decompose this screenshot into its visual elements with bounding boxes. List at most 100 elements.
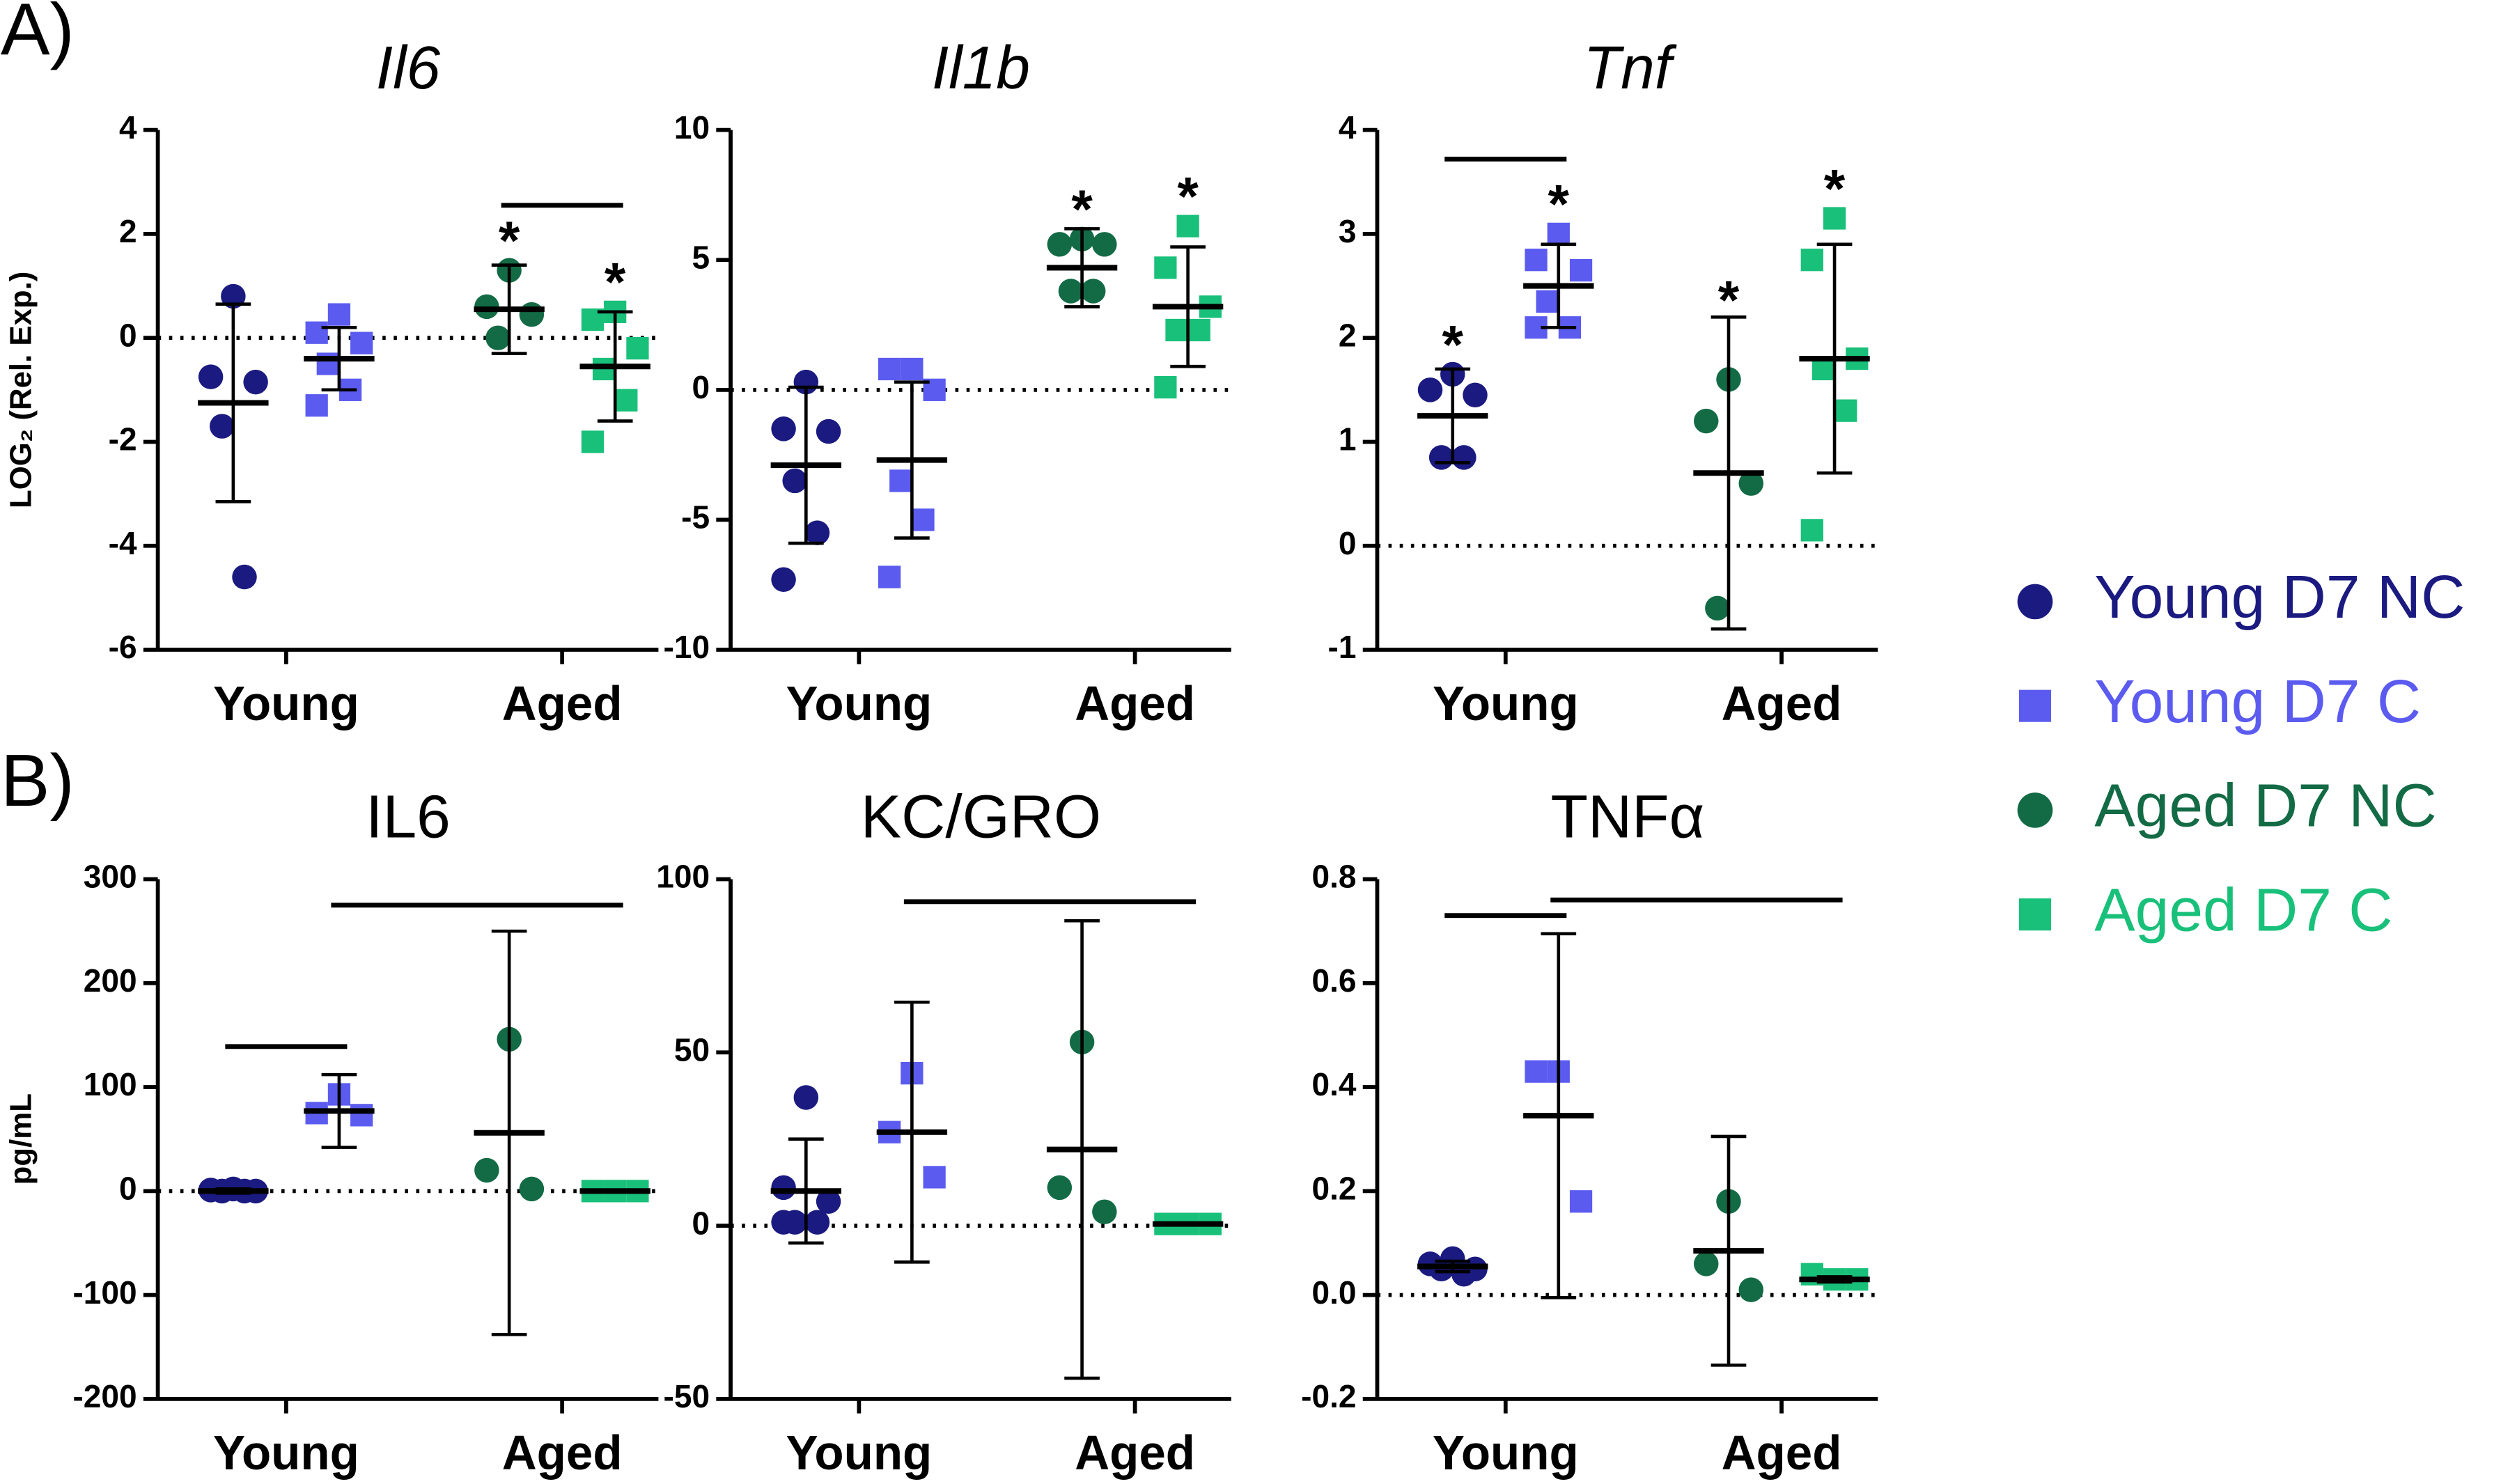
significance-mark: * (1718, 270, 1740, 331)
data-point (771, 416, 796, 442)
y-tick-label: 0 (119, 317, 137, 353)
x-tick-label: Aged (1722, 1426, 1842, 1480)
data-point (793, 1085, 819, 1110)
data-point (1705, 595, 1730, 621)
data-point (1092, 1199, 1117, 1224)
data-point (1694, 1251, 1719, 1276)
significance-mark: * (1177, 166, 1199, 227)
data-point (1823, 207, 1846, 230)
data-point (782, 468, 807, 494)
y-tick-label: 0.8 (1311, 859, 1356, 895)
y-tick-label: -10 (664, 629, 710, 665)
data-point (198, 364, 224, 389)
data-point (816, 419, 841, 444)
y-tick-label: 0 (119, 1171, 137, 1207)
data-point (1738, 1277, 1764, 1302)
y-tick-label: -6 (109, 629, 137, 665)
y-tick-label: 1 (1339, 421, 1357, 458)
data-point (912, 508, 935, 531)
data-point (232, 564, 257, 590)
data-point (1428, 445, 1454, 470)
y-tick-label: -5 (681, 499, 710, 536)
y-tick-label: 4 (1339, 109, 1357, 146)
data-point (816, 1189, 841, 1214)
significance-mark: * (1548, 173, 1570, 235)
y-tick-label: 0.6 (1311, 962, 1356, 999)
y-tick-label: 50 (674, 1031, 710, 1068)
data-point (1176, 214, 1199, 237)
legend-marker (2018, 689, 2052, 722)
data-point (1154, 256, 1177, 279)
data-point (519, 302, 545, 327)
data-point (519, 1176, 545, 1202)
data-point (1738, 471, 1764, 496)
data-point (210, 414, 235, 439)
data-point (1800, 249, 1823, 272)
data-point (889, 469, 912, 492)
data-point (1154, 375, 1177, 399)
data-point (804, 1210, 830, 1235)
y-tick-label: 5 (692, 239, 710, 275)
chart-title: IL6 (366, 783, 451, 851)
significance-mark: * (1824, 157, 1846, 219)
data-point (1536, 290, 1559, 313)
data-point (305, 394, 328, 417)
data-point (1569, 259, 1593, 282)
data-point (771, 1175, 796, 1201)
data-point (1569, 1190, 1593, 1213)
significance-mark: * (605, 251, 626, 313)
data-point (350, 1104, 373, 1127)
data-point (1187, 318, 1210, 342)
chart-title: Il1b (932, 33, 1030, 102)
data-point (474, 1157, 499, 1183)
data-point (1547, 222, 1570, 246)
data-point (350, 331, 373, 354)
y-axis-label: LOG₂ (Rel. Exp.) (4, 272, 38, 508)
data-point (771, 1210, 796, 1235)
x-tick-label: Aged (1722, 676, 1842, 731)
data-point (1525, 249, 1548, 272)
data-point (1058, 279, 1084, 304)
chart-title: Il6 (376, 33, 441, 102)
data-point (1694, 408, 1719, 434)
x-tick-label: Aged (502, 676, 623, 731)
y-tick-label: 100 (84, 1066, 137, 1102)
x-tick-label: Young (1433, 676, 1579, 731)
data-point (1092, 232, 1117, 257)
y-tick-label: 2 (119, 213, 137, 249)
data-point (581, 430, 605, 453)
y-tick-label: -50 (664, 1378, 710, 1414)
y-tick-label: 0.2 (1311, 1171, 1356, 1207)
y-tick-label: 0 (692, 1205, 710, 1241)
data-point (1451, 445, 1476, 470)
y-tick-label: -100 (72, 1274, 137, 1311)
legend-label: Young D7 NC (2094, 563, 2465, 631)
data-point (305, 321, 328, 344)
x-tick-label: Young (213, 676, 359, 731)
data-point (615, 389, 638, 412)
y-tick-label: 300 (84, 859, 137, 895)
data-point (243, 369, 268, 395)
y-axis-label: pg/mL (4, 1093, 38, 1185)
data-point (1080, 279, 1106, 304)
data-point (901, 357, 924, 381)
y-tick-label: 0.0 (1311, 1274, 1356, 1311)
y-tick-label: 100 (656, 859, 710, 895)
x-tick-label: Young (786, 676, 932, 731)
significance-mark: * (1442, 313, 1464, 375)
x-tick-label: Young (1433, 1426, 1579, 1480)
legend-label: Aged D7 NC (2094, 772, 2436, 840)
data-point (1800, 519, 1823, 542)
y-tick-label: -4 (109, 525, 137, 561)
y-tick-label: 4 (119, 109, 137, 146)
y-tick-label: 0 (692, 369, 710, 405)
data-point (626, 336, 649, 360)
panel-label: A) (1, 0, 75, 71)
data-point (923, 1166, 946, 1189)
y-tick-label: -0.2 (1301, 1378, 1356, 1414)
significance-mark: * (499, 210, 520, 271)
data-point (878, 357, 901, 381)
x-tick-label: Aged (1075, 676, 1195, 731)
y-tick-label: -1 (1328, 629, 1357, 665)
